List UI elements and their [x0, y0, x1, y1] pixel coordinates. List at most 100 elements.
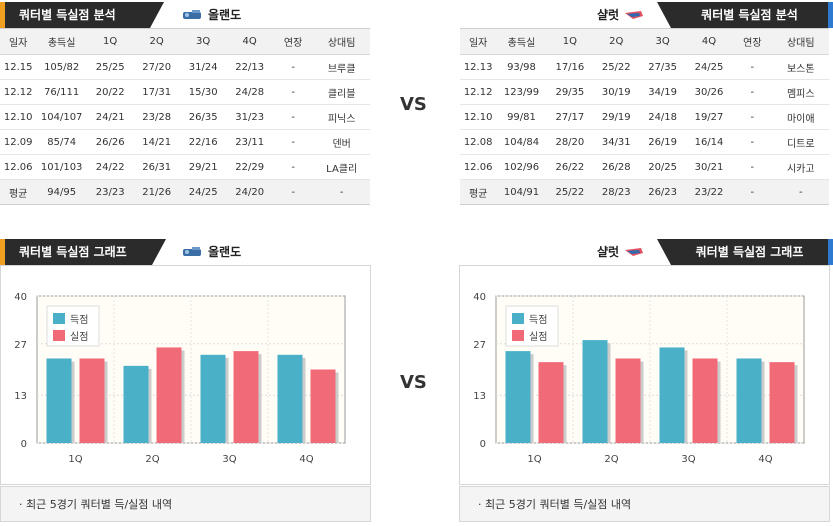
- charlotte-logo-icon: [625, 248, 644, 256]
- bar-scored: [582, 340, 608, 443]
- table-cell: 25/22: [593, 54, 640, 80]
- table-cell: 104/91: [496, 179, 547, 205]
- legend-label: 득점: [70, 314, 88, 326]
- table-cell: -: [313, 179, 370, 205]
- table-cell: 23/22: [685, 179, 733, 205]
- table-cell: -: [772, 179, 829, 205]
- legend-swatch: [53, 313, 65, 324]
- table-cell: 94/95: [36, 179, 87, 205]
- table-cell: -: [732, 104, 773, 130]
- table-cell: 26/23: [639, 179, 686, 205]
- table-header-cell: 3Q: [179, 28, 227, 55]
- table-cell: -: [732, 54, 773, 80]
- table-cell: -: [272, 129, 314, 155]
- table-cell: 26/22: [546, 154, 594, 180]
- vs-label-bottom: VS: [400, 372, 427, 393]
- table-header-cell: 1Q: [86, 28, 134, 55]
- table-cell: 클리블: [313, 79, 370, 105]
- table-cell: 12.06: [0, 154, 37, 180]
- table-cell: 29/19: [593, 104, 640, 130]
- bar-allowed: [79, 358, 105, 443]
- table-cell: 29/35: [546, 79, 594, 105]
- orlando-logo-icon: [183, 247, 201, 256]
- legend-swatch: [53, 330, 65, 341]
- table-average-row: 평균 94/95 23/23 21/26 24/25 24/20- -: [0, 179, 370, 205]
- left-chart-box: 0 13 27 40 1Q 2Q 3Q 4Q 득점 실점: [0, 265, 371, 485]
- x-tick-label: 1Q: [68, 454, 82, 465]
- table-header-cell: 4Q: [226, 28, 273, 55]
- table-cell: 24/18: [639, 104, 686, 130]
- x-tick-label: 3Q: [681, 454, 695, 465]
- table-cell: 27/35: [639, 54, 686, 80]
- table-cell: 23/28: [133, 104, 180, 130]
- table-cell: 평균: [460, 179, 497, 205]
- table-cell: 105/82: [36, 54, 87, 80]
- x-tick-label: 3Q: [222, 454, 236, 465]
- x-tick-label: 1Q: [527, 454, 541, 465]
- table-cell: -: [732, 154, 773, 180]
- x-tick-label: 2Q: [604, 454, 618, 465]
- table-cell: 23/23: [86, 179, 134, 205]
- table-cell: 25/25: [86, 54, 134, 80]
- bar-scored: [123, 365, 149, 443]
- bar-scored: [46, 358, 72, 443]
- table-cell: -: [732, 79, 773, 105]
- table-cell: 마이애: [772, 104, 829, 130]
- table-cell: 26/35: [179, 104, 227, 130]
- x-tick-label: 2Q: [145, 454, 159, 465]
- left-team-name: 올랜도: [182, 2, 241, 28]
- table-row: 12.09 85/74 26/26 14/21 22/16 23/11- 덴버: [0, 129, 370, 155]
- table-cell: 시카고: [772, 154, 829, 180]
- table-cell: 14/21: [133, 129, 180, 155]
- table-cell: 31/23: [226, 104, 273, 130]
- table-header-cell: 일자: [460, 28, 497, 55]
- table-cell: 12.12: [0, 79, 37, 105]
- table-cell: 22/13: [226, 54, 273, 80]
- left-graph-team-name: 올랜도: [182, 239, 241, 265]
- table-cell: 101/103: [36, 154, 87, 180]
- charlotte-logo-icon: [625, 11, 644, 19]
- table-cell: 29/21: [179, 154, 227, 180]
- table-cell: LA클리: [313, 154, 370, 180]
- table-cell: 34/31: [593, 129, 640, 155]
- table-cell: 24/22: [86, 154, 134, 180]
- table-cell: 17/31: [133, 79, 180, 105]
- table-cell: 24/21: [86, 104, 134, 130]
- table-header-cell: 상대팀: [313, 28, 370, 55]
- right-note-text: 최근 5경기 쿼터별 득/실점 내역: [485, 498, 632, 511]
- table-cell: 12.15: [0, 54, 37, 80]
- right-team-label: 샬럿: [597, 8, 620, 22]
- table-cell: -: [272, 54, 314, 80]
- table-row: 12.13 93/98 17/16 25/22 27/35 24/25- 보스톤: [460, 54, 829, 80]
- y-tick-label: 40: [14, 292, 27, 303]
- right-note: · 최근 5경기 쿼터별 득/실점 내역: [459, 486, 830, 522]
- y-tick-label: 27: [14, 340, 27, 351]
- bar-allowed: [156, 347, 182, 443]
- bar-allowed: [692, 358, 718, 443]
- table-cell: 93/98: [496, 54, 547, 80]
- y-tick-label: 0: [480, 439, 486, 450]
- table-cell: 24/20: [226, 179, 273, 205]
- legend-swatch: [512, 330, 524, 341]
- legend-label: 득점: [529, 314, 547, 326]
- table-cell: 디트로: [772, 129, 829, 155]
- table-cell: 덴버: [313, 129, 370, 155]
- right-graph-team-name: 샬럿: [597, 239, 645, 265]
- table-row: 12.06 102/96 26/22 26/28 20/25 30/21- 시카고: [460, 154, 829, 180]
- table-cell: 104/107: [36, 104, 87, 130]
- table-header-cell: 연장: [272, 28, 314, 55]
- table-cell: 22/29: [226, 154, 273, 180]
- table-cell: 피닉스: [313, 104, 370, 130]
- table-row: 12.12 76/111 20/22 17/31 15/30 24/28- 클리블: [0, 79, 370, 105]
- table-cell: 26/31: [133, 154, 180, 180]
- table-row: 12.15 105/82 25/25 27/20 31/24 22/13- 브루클: [0, 54, 370, 80]
- table-cell: -: [272, 104, 314, 130]
- table-header-cell: 4Q: [685, 28, 733, 55]
- table-cell: 보스톤: [772, 54, 829, 80]
- bar-scored: [659, 347, 685, 443]
- left-stats-table: 일자 총득실 1Q 2Q 3Q 4Q 연장 상대팀 12.15 105/82 25/25 27/20 3…: [0, 28, 370, 205]
- table-cell: 12.10: [0, 104, 37, 130]
- vs-label-top: VS: [400, 94, 427, 115]
- left-note-text: 최근 5경기 쿼터별 득/실점 내역: [26, 498, 173, 511]
